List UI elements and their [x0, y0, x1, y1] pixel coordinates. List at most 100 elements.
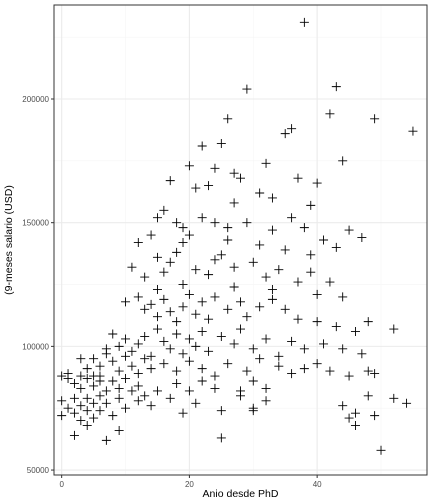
data-point	[389, 324, 399, 334]
data-point	[184, 386, 194, 396]
data-point	[216, 406, 226, 416]
data-point	[76, 354, 86, 364]
data-point	[223, 235, 233, 245]
data-point	[184, 334, 194, 344]
x-tick-label: 40	[313, 480, 322, 489]
data-point	[274, 351, 284, 361]
data-point	[101, 344, 111, 354]
data-point	[69, 378, 79, 388]
data-point	[312, 178, 322, 188]
data-point	[114, 383, 124, 393]
data-point	[89, 413, 99, 423]
data-point	[140, 391, 150, 401]
data-point	[344, 225, 354, 235]
data-point	[82, 364, 92, 374]
data-point	[178, 349, 188, 359]
data-point	[101, 435, 111, 445]
data-point	[261, 383, 271, 393]
data-point	[210, 255, 220, 265]
data-point	[319, 339, 329, 349]
data-point	[370, 114, 380, 124]
data-point	[223, 223, 233, 233]
data-point	[159, 359, 169, 369]
data-point	[89, 354, 99, 364]
data-point	[114, 393, 124, 403]
data-point	[204, 346, 214, 356]
data-point	[76, 383, 86, 393]
data-point	[344, 371, 354, 381]
data-point	[280, 129, 290, 139]
data-point	[172, 366, 182, 376]
data-point	[338, 156, 348, 166]
data-point	[165, 344, 175, 354]
data-point	[121, 374, 131, 384]
data-point	[267, 193, 277, 203]
data-point	[127, 386, 137, 396]
data-point	[95, 406, 105, 416]
data-point	[319, 235, 329, 245]
data-point	[152, 324, 162, 334]
data-point	[312, 359, 322, 369]
data-point	[306, 200, 316, 210]
data-point	[184, 161, 194, 171]
data-point	[127, 346, 137, 356]
data-point	[261, 272, 271, 282]
data-point	[146, 351, 156, 361]
data-point	[101, 386, 111, 396]
data-point	[184, 356, 194, 366]
data-point	[363, 317, 373, 327]
data-points	[57, 17, 418, 455]
data-point	[172, 247, 182, 257]
data-point	[89, 381, 99, 391]
data-point	[216, 250, 226, 260]
data-point	[108, 376, 118, 386]
data-point	[255, 302, 265, 312]
data-point	[242, 84, 252, 94]
data-point	[312, 289, 322, 299]
data-point	[121, 334, 131, 344]
data-point	[159, 267, 169, 277]
data-point	[152, 252, 162, 262]
data-point	[229, 282, 239, 292]
data-point	[76, 371, 86, 381]
data-point	[178, 237, 188, 247]
data-point	[229, 168, 239, 178]
data-point	[261, 396, 271, 406]
data-point	[140, 304, 150, 314]
data-point	[191, 183, 201, 193]
data-point	[165, 307, 175, 317]
data-point	[152, 312, 162, 322]
data-point	[165, 257, 175, 267]
y-tick-label: 150000	[22, 219, 49, 228]
data-point	[350, 421, 360, 431]
data-point	[338, 401, 348, 411]
data-point	[408, 126, 418, 136]
data-point	[191, 265, 201, 275]
data-point	[127, 361, 137, 371]
data-point	[114, 341, 124, 351]
data-point	[57, 411, 67, 421]
data-point	[108, 411, 118, 421]
data-point	[306, 250, 316, 260]
data-point	[178, 302, 188, 312]
data-point	[204, 270, 214, 280]
data-point	[101, 398, 111, 408]
data-point	[82, 421, 92, 431]
data-point	[331, 242, 341, 252]
data-point	[197, 364, 207, 374]
data-point	[306, 267, 316, 277]
data-point	[287, 336, 297, 346]
data-point	[376, 445, 386, 455]
data-point	[172, 317, 182, 327]
data-point	[280, 245, 290, 255]
data-point	[76, 416, 86, 426]
data-point	[325, 277, 335, 287]
data-point	[146, 364, 156, 374]
data-point	[178, 408, 188, 418]
data-point	[267, 284, 277, 294]
data-point	[236, 173, 245, 183]
data-point	[210, 371, 220, 381]
x-tick-label: 20	[185, 480, 194, 489]
